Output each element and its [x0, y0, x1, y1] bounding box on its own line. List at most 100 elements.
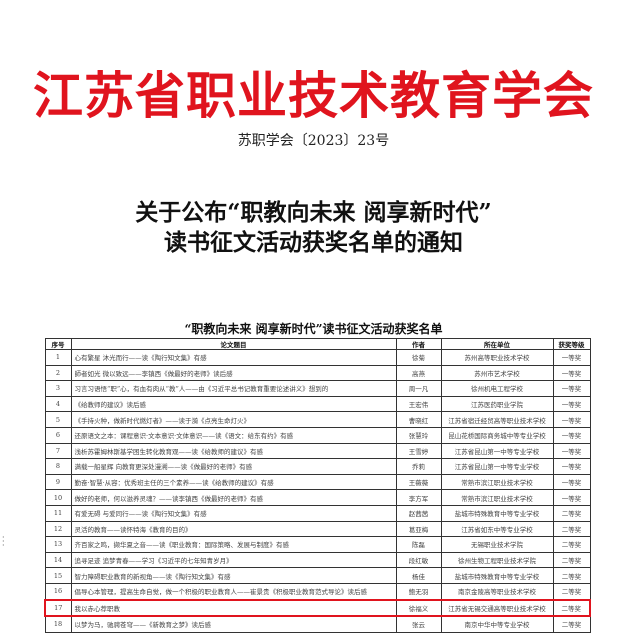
award-level: 二等奖	[552, 504, 591, 522]
author: 张云	[395, 615, 442, 633]
table-row: 16 倡导心本管理，提高生命自觉，做一个积极的职业教育人——崔景贵《积极职业教育范…	[44, 582, 591, 601]
institution: 江苏省昆山第一中等专业学校	[440, 442, 554, 460]
institution: 无锡职业技术学院	[440, 536, 554, 553]
institution: 江苏省昆山第一中等专业学校	[440, 458, 554, 475]
column-header: 序号	[44, 338, 72, 350]
author: 杨佳	[395, 567, 442, 584]
author: 葛亚梅	[395, 520, 442, 538]
institution: 常熟市滨江职业技术学校	[440, 473, 554, 491]
row-number: 15	[44, 567, 72, 584]
author: 乔莉	[395, 458, 442, 475]
institution: 江苏省如东中等专业学校	[440, 520, 554, 538]
institution: 常熟市滨江职业技术学校	[440, 489, 554, 506]
paper-title: 《手持火种，做新时代燃灯者》——读于漪《点亮生命灯火》	[70, 411, 397, 428]
row-number: 7	[44, 442, 72, 460]
row-number: 8	[44, 458, 72, 475]
institution: 江苏省无锡交通高等职业技术学校	[440, 598, 554, 618]
paper-title: 勤奋·智慧·从容：优秀班主任的三个素养——读《给教师的建议》有感	[70, 473, 397, 491]
notice-heading: 关于公布“职教向未来 阅享新时代” 读书征文活动获奖名单的通知	[0, 198, 627, 258]
award-level: 二等奖	[552, 536, 591, 553]
award-level: 一等奖	[552, 364, 591, 382]
paper-title: 还原语文之本：课程意识·文本意识·文体意识——读《语文：给东有约》有感	[70, 426, 397, 444]
row-number: 14	[44, 551, 72, 569]
paper-title: 智力障碍职业教育的新视角——读《陶行知文集》有感	[70, 567, 397, 584]
dots-icon: · · ·	[2, 533, 5, 550]
table-row: 1 心有繁星 沐光而行——读《陶行知文集》有感 徐菊 苏州高等职业技术学校 一等奖	[44, 349, 591, 366]
paper-title: 有爱无碍 与爱同行——读《陶行知文集》有感	[70, 504, 397, 522]
institution: 盐城市特殊教育中等专业学校	[440, 567, 554, 584]
paper-title: 灵活的教育——读怀特海《教育的目的》	[70, 520, 397, 538]
row-number: 18	[44, 615, 72, 633]
row-number: 17	[44, 598, 72, 618]
institution: 南京中华中等专业学校	[440, 615, 554, 633]
author: 王薇薇	[395, 473, 442, 491]
institution: 江苏医药职业学院	[440, 395, 554, 413]
table-row: 4 《给教师的建议》读后感 王宏伟 江苏医药职业学院 一等奖	[44, 395, 591, 413]
award-level: 一等奖	[552, 442, 591, 460]
institution: 盐城市特殊教育中等专业学校	[440, 504, 554, 522]
table-row: 7 浅析苏霍姆林斯基学困生转化教育观——读《给教师的建议》有感 王雪婷 江苏省昆山第一…	[44, 442, 591, 460]
column-header: 所在单位	[440, 338, 554, 350]
institution: 苏州市艺术学校	[440, 364, 554, 382]
award-level: 一等奖	[552, 489, 591, 506]
row-number: 2	[44, 364, 72, 382]
institution: 昆山花桥国际商务城中等专业学校	[440, 426, 554, 444]
table-row: 10 做好的老师，何以滋养灵魂？——读李镇西《做最好的老师》有感 李方军 常熟市滨江职…	[44, 489, 591, 506]
author: 王雪婷	[395, 442, 442, 460]
document-number: 苏职学会〔2023〕23号	[237, 133, 390, 149]
table-row: 3 习言习语悟“职”心，有血有肉从“教”人——由《习近平总书记教育重要论述讲义》想…	[44, 380, 591, 397]
organization-title: 江苏省职业技术教育学会	[33, 66, 594, 125]
row-number: 13	[44, 536, 72, 553]
table-row: 17 我以赤心荐职教 徐福义 江苏省无锡交通高等职业技术学校 二等奖	[44, 598, 591, 618]
row-number: 10	[44, 489, 72, 506]
author: 张慧玲	[395, 426, 442, 444]
row-number: 12	[44, 520, 72, 538]
row-number: 1	[44, 349, 72, 366]
institution: 南京金陵高等职业技术学校	[440, 582, 554, 601]
author: 段红敏	[395, 551, 442, 569]
column-header: 论文题目	[70, 338, 397, 350]
column-header: 作者	[395, 338, 442, 350]
paper-title: 《给教师的建议》读后感	[70, 395, 397, 413]
paper-title: 追寻足迹 追梦青春——学习《习近平的七年知青岁月》	[70, 551, 397, 569]
paper-title: 齐百家之鸣，撷华夏之音——读《职业教育：国际策略、发展与制度》有感	[70, 536, 397, 553]
award-level: 一等奖	[552, 380, 591, 397]
table-row: 12 灵活的教育——读怀特海《教育的目的》 葛亚梅 江苏省如东中等专业学校 二等奖	[44, 520, 591, 538]
paper-title: 以梦为马，驰骋苍穹——《新教育之梦》读后感	[70, 615, 397, 633]
award-level: 二等奖	[552, 582, 591, 601]
paper-title: 做好的老师，何以滋养灵魂？——读李镇西《做最好的老师》有感	[70, 489, 397, 506]
paper-title: 浅析苏霍姆林斯基学困生转化教育观——读《给教师的建议》有感	[70, 442, 397, 460]
row-number: 3	[44, 380, 72, 397]
award-level: 二等奖	[552, 567, 591, 584]
author: 陈磊	[395, 536, 442, 553]
paper-title: 倡导心本管理，提高生命自觉，做一个积极的职业教育人——崔景贵《积极职业教育范式导…	[70, 582, 397, 601]
author: 鲍无羽	[395, 582, 442, 601]
author: 王宏伟	[395, 395, 442, 413]
award-level: 二等奖	[552, 551, 591, 569]
paper-title: 師者如光 微以致远——李镇西《做最好的老师》读后感	[70, 364, 397, 382]
table-row: 18 以梦为马，驰骋苍穹——《新教育之梦》读后感 张云 南京中华中等专业学校 二等奖	[44, 615, 591, 633]
row-number: 6	[44, 426, 72, 444]
award-level: 一等奖	[552, 426, 591, 444]
table-row: 8 满载一船星辉 向教育更深处漫溯——读《做最好的老师》有感 乔莉 江苏省昆山第一中等…	[44, 458, 591, 475]
table-row: 6 还原语文之本：课程意识·文本意识·文体意识——读《语文：给东有约》有感 张慧玲昆…	[44, 426, 591, 444]
table-row: 9 勤奋·智慧·从容：优秀班主任的三个素养——读《给教师的建议》有感 王薇薇 常熟市滨…	[44, 473, 591, 491]
institution: 苏州高等职业技术学校	[440, 349, 554, 366]
table-row: 15 智力障碍职业教育的新视角——读《陶行知文集》有感 杨佳 盐城市特殊教育中等专业学…	[44, 567, 591, 584]
table-row: 11 有爱无碍 与爱同行——读《陶行知文集》有感 赵茜茜 盐城市特殊教育中等专业学校二…	[44, 504, 591, 522]
paper-title: 习言习语悟“职”心，有血有肉从“教”人——由《习近平总书记教育重要论述讲义》想到…	[70, 380, 397, 397]
author: 高燕	[395, 364, 442, 382]
table-row: 13 齐百家之鸣，撷华夏之音——读《职业教育：国际策略、发展与制度》有感 陈磊 无锡职…	[44, 536, 591, 553]
row-number: 5	[44, 411, 72, 428]
award-level: 一等奖	[552, 395, 591, 413]
heading-line-1: 关于公布“职教向未来 阅享新时代”	[135, 199, 492, 226]
institution: 徐州生物工程职业技术学院	[440, 551, 554, 569]
paper-title: 我以赤心荐职教	[70, 598, 397, 618]
table-row: 2 師者如光 微以致远——李镇西《做最好的老师》读后感 高燕 苏州市艺术学校 一等奖	[44, 364, 591, 382]
heading-line-2: 读书征文活动获奖名单的通知	[164, 229, 463, 256]
author: 曹晓红	[395, 411, 442, 428]
column-header: 获奖等级	[552, 338, 591, 350]
award-level: 二等奖	[552, 615, 591, 633]
award-level: 一等奖	[552, 458, 591, 475]
paper-title: 满载一船星辉 向教育更深处漫溯——读《做最好的老师》有感	[70, 458, 397, 475]
